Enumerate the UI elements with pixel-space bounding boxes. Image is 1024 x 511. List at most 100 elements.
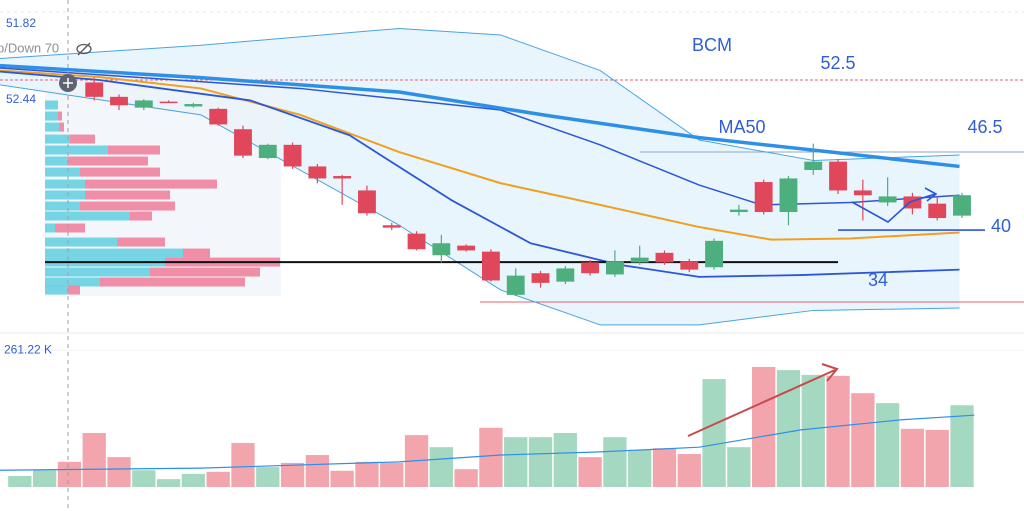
- indicator-label: p/Down 70: [0, 40, 59, 55]
- overlay-line: [0, 27, 960, 161]
- profile-up: [45, 237, 117, 247]
- volume-bar: [107, 457, 131, 487]
- add-button-icon[interactable]: [63, 78, 73, 88]
- profile-up: [45, 134, 70, 144]
- pattern-arrow: [924, 187, 938, 202]
- profile-up: [45, 190, 85, 200]
- volume-bar: [32, 470, 57, 487]
- profile-up: [45, 223, 55, 233]
- profile-down: [183, 248, 210, 258]
- level-label: 34: [868, 270, 888, 290]
- candle-body: [333, 176, 352, 179]
- candle-body: [581, 262, 600, 274]
- volume-bar: [727, 447, 751, 487]
- volume-bar: [528, 437, 553, 487]
- candle-body: [953, 195, 971, 216]
- candle-body: [903, 196, 922, 209]
- volume-bar: [925, 429, 949, 487]
- eye-icon[interactable]: [76, 43, 92, 55]
- profile-down: [80, 201, 175, 211]
- candle-body: [481, 251, 500, 281]
- candle-body: [829, 161, 847, 191]
- candle-body: [655, 252, 674, 263]
- profile-down: [130, 211, 152, 221]
- candle-body: [258, 144, 277, 159]
- volume-bar: [950, 405, 974, 487]
- volume-bar: [454, 469, 478, 487]
- volume-bar: [603, 437, 627, 487]
- candle-body: [556, 268, 575, 282]
- pattern-drawing: [851, 193, 936, 223]
- candle-body: [705, 240, 723, 268]
- volume-bar: [256, 467, 280, 487]
- candle-body: [779, 178, 798, 213]
- volume-bar: [231, 442, 255, 487]
- volume-bar: [875, 403, 900, 487]
- volume-bar: [305, 455, 330, 487]
- add-button[interactable]: [59, 74, 77, 92]
- volume-bar: [132, 470, 156, 487]
- volume-bar: [578, 457, 602, 487]
- volume-bar: [355, 461, 379, 487]
- volume-bar: [900, 428, 925, 487]
- volume-bar: [479, 427, 503, 487]
- volume-ma: [0, 414, 975, 471]
- profile-down: [85, 179, 217, 189]
- profile-up: [45, 248, 183, 258]
- volume-bar: [504, 437, 528, 487]
- candle-body: [878, 196, 897, 203]
- profile-up: [45, 100, 58, 110]
- profile-up: [45, 122, 59, 132]
- profile-up: [45, 277, 100, 287]
- volume-bar: [851, 393, 875, 487]
- indicator-label: 51.82: [6, 16, 36, 30]
- volume-bar: [652, 448, 677, 487]
- candle-body: [407, 233, 426, 250]
- indicator-label: 52.44: [6, 92, 36, 106]
- candle-body: [209, 108, 228, 125]
- candle-body: [506, 275, 525, 295]
- volume-bar: [57, 461, 82, 487]
- level-label: 40: [991, 216, 1011, 236]
- candle-body: [928, 203, 947, 219]
- volume-bar: [8, 475, 32, 487]
- profile-down: [68, 285, 80, 295]
- profile-up: [45, 211, 130, 221]
- volume-bar: [206, 471, 230, 487]
- volume-bar: [752, 366, 776, 487]
- volume-bar: [380, 462, 404, 487]
- candle-body: [110, 96, 128, 106]
- volume-bar: [156, 479, 181, 487]
- profile-up: [45, 145, 108, 155]
- candle-body: [432, 243, 451, 256]
- annotation: BCM: [692, 35, 732, 55]
- profile-down: [70, 134, 95, 144]
- candle-body: [184, 104, 203, 107]
- candle-body: [283, 144, 302, 167]
- volume-scale-label: 261.22 K: [4, 342, 52, 356]
- candle-body: [159, 101, 178, 104]
- profile-down: [108, 145, 160, 155]
- trend-arrow: [687, 363, 839, 437]
- volume-bar: [181, 473, 206, 487]
- candle-body: [680, 261, 699, 270]
- profile-down: [117, 237, 165, 247]
- overlay-line: [0, 84, 960, 326]
- candle-body: [382, 225, 401, 228]
- volume-bar: [330, 470, 354, 487]
- volume-bar: [82, 433, 106, 487]
- label-bg: [2, 92, 42, 108]
- candle-body: [234, 129, 252, 156]
- visibility-toggle[interactable]: [76, 42, 92, 56]
- candle-body: [134, 100, 153, 108]
- candle-body: [531, 273, 550, 283]
- candle-body: [308, 166, 327, 179]
- profile-up: [45, 267, 150, 277]
- profile-down: [68, 156, 148, 166]
- profile-down: [58, 111, 62, 121]
- candle-body: [804, 161, 823, 171]
- candle-body: [630, 257, 649, 263]
- eye-slash[interactable]: [77, 42, 91, 56]
- profile-down: [150, 267, 260, 277]
- overlay-line: [0, 63, 960, 169]
